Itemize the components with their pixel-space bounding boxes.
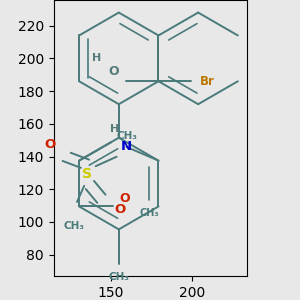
Text: CH₃: CH₃: [63, 221, 84, 231]
Text: CH₃: CH₃: [140, 208, 159, 218]
Text: H: H: [92, 53, 102, 63]
Text: O: O: [44, 138, 55, 151]
Text: CH₃: CH₃: [108, 272, 129, 282]
Text: S: S: [82, 167, 92, 182]
Text: H: H: [110, 124, 120, 134]
Text: O: O: [120, 192, 130, 205]
Text: O: O: [115, 203, 126, 216]
Text: N: N: [121, 140, 132, 153]
Text: CH₃: CH₃: [117, 131, 138, 141]
Text: O: O: [108, 65, 119, 78]
Text: Br: Br: [200, 75, 214, 88]
